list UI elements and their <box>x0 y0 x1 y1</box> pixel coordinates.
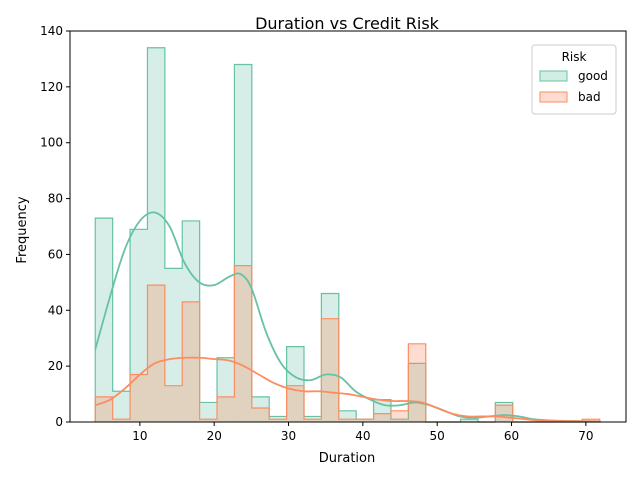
y-tick-label-140: 140 <box>40 24 63 38</box>
legend: Risk good bad <box>531 44 617 115</box>
bar-good-13 <box>321 293 339 422</box>
bar-bad-15 <box>356 419 374 422</box>
bar-bad-8 <box>234 265 252 422</box>
x-tick-label-30: 30 <box>281 429 296 443</box>
x-tick-label-10: 10 <box>132 429 147 443</box>
bar-bad-11 <box>286 385 304 422</box>
legend-title: Risk <box>562 50 587 64</box>
bar-good-4 <box>164 268 183 422</box>
bar-bad-13 <box>321 318 339 422</box>
axes-layer: 10 20 30 40 50 60 70 0 20 40 60 80 100 120 140 <box>40 24 627 443</box>
bar-good-3 <box>147 47 165 422</box>
bar-bad-23 <box>495 405 513 422</box>
bar-bad-18 <box>408 343 426 422</box>
y-tick-label-60: 60 <box>48 247 63 261</box>
y-tick-label-0: 0 <box>55 415 63 429</box>
bar-bad-2 <box>130 374 148 422</box>
bar-good-14 <box>338 410 357 422</box>
bar-bad-12 <box>303 419 322 422</box>
bar-good-8 <box>234 64 252 422</box>
legend-label-bad: bad <box>578 90 601 104</box>
legend-frame <box>531 44 617 115</box>
bar-bad-14 <box>338 419 357 422</box>
bar-bad-3 <box>147 285 165 422</box>
bar-good-21 <box>460 419 478 422</box>
plot-frame <box>69 30 627 423</box>
bar-good-1 <box>112 391 131 422</box>
x-tick-label-70: 70 <box>578 429 593 443</box>
chart-title: Duration vs Credit Risk <box>255 14 440 33</box>
series-bad-bars <box>94 265 601 423</box>
x-tick-label-20: 20 <box>207 429 222 443</box>
bar-bad-10 <box>269 419 287 422</box>
x-tick-label-40: 40 <box>355 429 370 443</box>
bar-bad-16 <box>373 413 391 422</box>
bar-good-7 <box>217 357 235 422</box>
bar-bad-6 <box>199 419 218 422</box>
legend-label-good: good <box>578 69 608 83</box>
y-tick-label-80: 80 <box>48 192 63 206</box>
bar-good-11 <box>286 346 304 422</box>
bar-bad-7 <box>217 396 235 422</box>
bar-bad-17 <box>390 410 409 422</box>
bar-bad-1 <box>112 419 131 422</box>
bar-bad-5 <box>182 301 200 422</box>
bar-good-6 <box>199 402 218 422</box>
bar-bad-9 <box>251 408 270 422</box>
bar-good-18 <box>408 363 426 422</box>
x-axis-label: Duration <box>319 451 375 466</box>
bar-good-15 <box>356 419 374 422</box>
bar-good-17 <box>390 419 409 422</box>
step-outline-bad <box>94 265 601 423</box>
legend-swatch-bad <box>539 91 568 103</box>
y-axis-label: Frequency <box>15 196 30 263</box>
bar-bad-4 <box>164 385 183 422</box>
x-tick-label-50: 50 <box>430 429 445 443</box>
bars-layer <box>94 47 601 423</box>
y-tick-label-40: 40 <box>48 303 63 317</box>
bar-good-2 <box>130 229 148 422</box>
x-tick-label-60: 60 <box>504 429 519 443</box>
bar-good-9 <box>251 396 270 422</box>
y-tick-label-20: 20 <box>48 359 63 373</box>
y-tick-label-120: 120 <box>40 80 63 94</box>
kde-line-bad <box>94 356 601 423</box>
legend-swatch-good <box>539 70 568 82</box>
bar-good-5 <box>182 220 200 422</box>
kde-layer <box>94 211 601 423</box>
y-tick-label-100: 100 <box>40 136 63 150</box>
